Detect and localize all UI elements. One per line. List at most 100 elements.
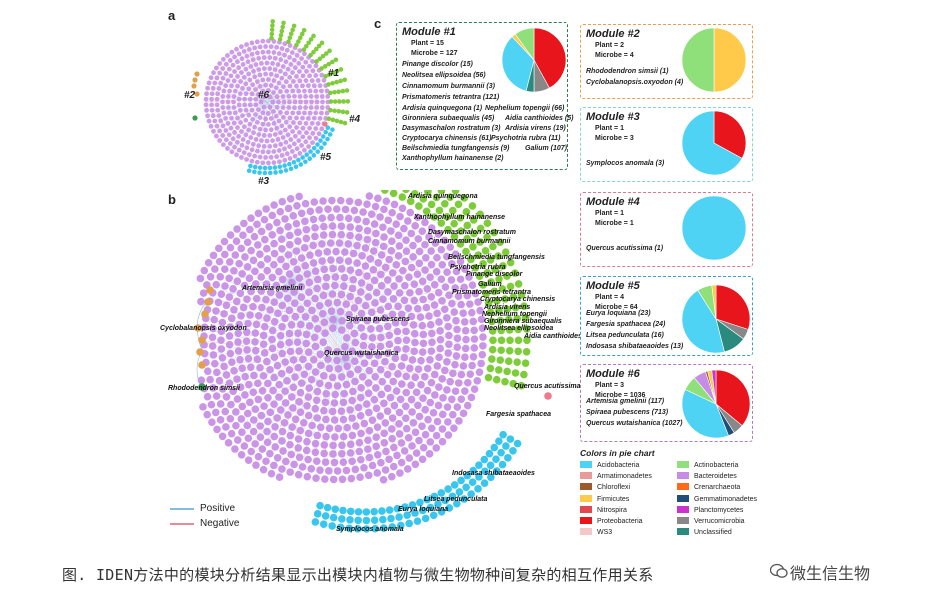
node: [201, 310, 209, 318]
module-plant-count: Plant = 2: [595, 42, 624, 49]
node: [200, 266, 209, 275]
module-species: Eurya loquiana (23): [586, 310, 651, 317]
node: [329, 315, 337, 324]
legend-swatch: [580, 517, 592, 524]
node: [297, 120, 303, 126]
node: [263, 255, 272, 263]
node: [288, 137, 294, 142]
node: [297, 379, 306, 387]
node: [459, 409, 468, 418]
node: [478, 350, 487, 359]
module-species: Gironniera subaequalis (45): [402, 115, 495, 122]
node: [217, 138, 223, 143]
node: [457, 476, 465, 485]
node: [427, 260, 436, 269]
node: [263, 427, 271, 436]
node: [251, 440, 259, 448]
node: [438, 410, 447, 419]
module-title: Module #5: [586, 280, 640, 292]
node: [227, 429, 236, 438]
node: [363, 226, 372, 235]
node: [204, 298, 212, 306]
node: [211, 359, 219, 368]
node: [460, 194, 468, 202]
node: [423, 495, 431, 504]
node: [267, 94, 273, 100]
node: [346, 516, 354, 524]
node: [462, 247, 470, 256]
module-species: Galium (107): [525, 145, 568, 152]
node: [368, 343, 376, 351]
node: [438, 260, 447, 269]
module-pie-chart: [681, 284, 751, 354]
node: [266, 122, 271, 127]
node: [256, 250, 264, 259]
node: [290, 110, 296, 116]
node: [306, 40, 311, 46]
node: [477, 315, 486, 324]
node: [265, 38, 271, 44]
node: [319, 145, 324, 151]
node: [517, 381, 526, 390]
node: [209, 384, 217, 392]
node: [249, 256, 258, 265]
node: [240, 442, 249, 450]
node: [237, 451, 246, 459]
node: [421, 405, 430, 414]
node: [269, 35, 274, 41]
network-a-blue-nodes: [246, 125, 335, 176]
node: [284, 88, 290, 94]
node: [217, 128, 223, 134]
node: [232, 408, 240, 416]
node: [321, 512, 330, 520]
node: [436, 327, 444, 335]
node: [471, 263, 480, 272]
node: [408, 442, 416, 450]
node: [469, 352, 478, 361]
node: [328, 324, 337, 333]
node: [309, 259, 318, 267]
node: [329, 513, 338, 522]
node: [320, 99, 325, 105]
node: [400, 318, 409, 327]
node: [457, 370, 466, 379]
legend-label: Actinobacteria: [694, 462, 739, 469]
node: [210, 85, 216, 91]
node: [496, 316, 505, 325]
node: [287, 83, 293, 89]
node: [248, 135, 254, 140]
node: [273, 113, 279, 119]
node: [275, 393, 283, 401]
node: [254, 312, 263, 320]
node: [338, 67, 344, 72]
node: [273, 361, 282, 370]
node: [433, 253, 441, 262]
node: [194, 71, 200, 77]
node: [254, 241, 262, 249]
node: [370, 359, 379, 368]
node: [361, 244, 370, 252]
node: [257, 287, 266, 295]
node: [384, 216, 393, 225]
node: [456, 213, 465, 222]
node: [319, 40, 325, 46]
node: [317, 83, 323, 89]
node: [313, 73, 319, 78]
node: [209, 351, 218, 359]
node: [283, 139, 289, 145]
node: [513, 314, 522, 323]
node: [276, 80, 282, 86]
node: [230, 136, 236, 142]
node: [290, 70, 295, 75]
node: [281, 84, 286, 89]
node: [362, 400, 371, 408]
node: [242, 337, 251, 345]
node: [426, 398, 435, 407]
node: [243, 238, 252, 247]
node: [395, 513, 403, 521]
node: [462, 208, 471, 216]
node: [304, 362, 313, 371]
node-label: Pinange discolor: [466, 271, 523, 278]
node: [304, 411, 313, 420]
network-b-module2: [194, 286, 214, 391]
